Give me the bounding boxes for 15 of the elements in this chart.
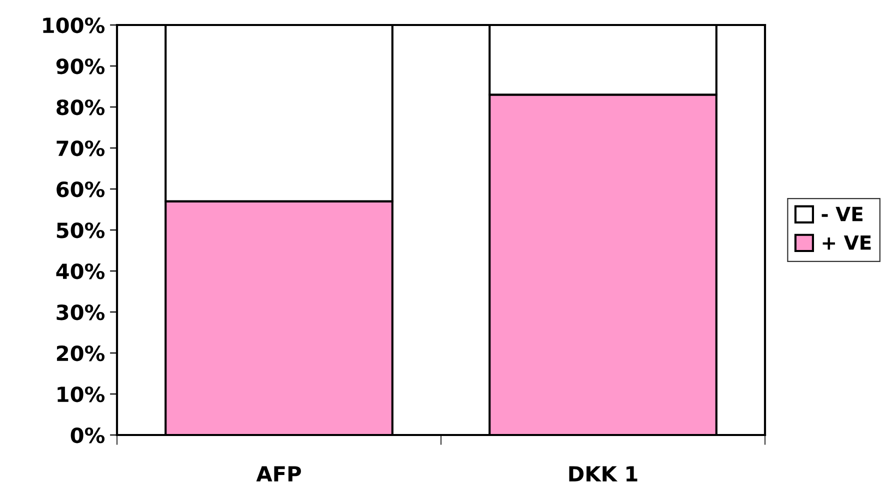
y-tick-label: 80%	[56, 99, 105, 116]
legend-label: + VE	[822, 235, 871, 250]
y-tick-label: 0%	[70, 427, 105, 444]
y-tick-label: 50%	[56, 222, 105, 238]
y-tick-label: 90%	[56, 58, 105, 74]
y-tick-label: 10%	[58, 386, 105, 402]
y-tick-label: 20%	[56, 345, 105, 362]
x-tick-label: AFP	[256, 466, 301, 482]
y-tick-label: 30%	[56, 304, 105, 320]
x-tick-label: DKK 1	[569, 466, 638, 482]
y-tick-label: 40%	[56, 263, 105, 280]
y-tick-label: 70%	[56, 140, 105, 156]
legend-label: - VE	[822, 206, 862, 222]
y-tick-label: 100%	[43, 17, 105, 34]
y-tick-label: 60%	[56, 181, 105, 198]
